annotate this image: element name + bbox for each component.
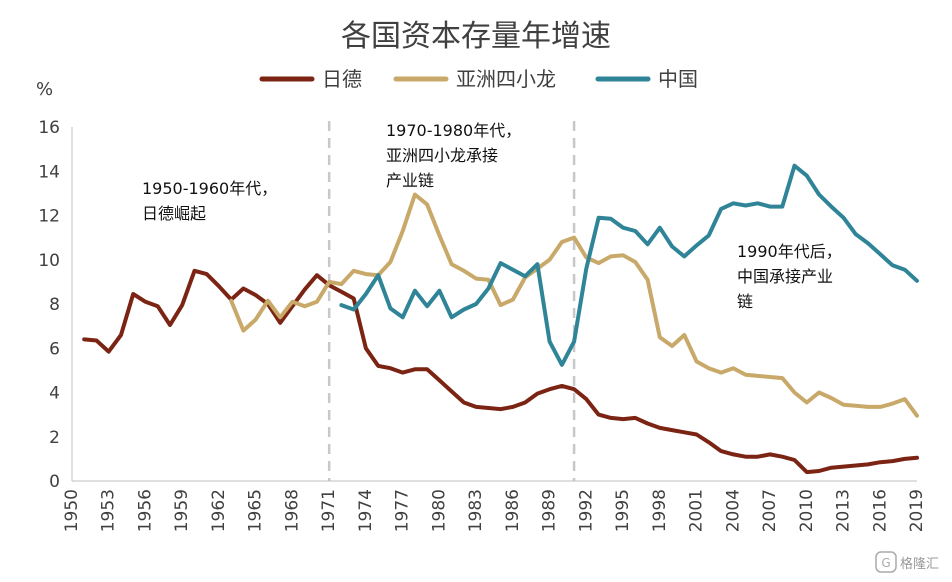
y-tick-label: 8 xyxy=(49,295,60,315)
annotation-line: 1990年代后， xyxy=(737,242,842,261)
x-tick-label: 1953 xyxy=(99,489,119,532)
annotation-line: 1970-1980年代， xyxy=(386,121,521,140)
x-tick-label: 1959 xyxy=(172,489,192,532)
annotation-line: 1950-1960年代， xyxy=(142,179,277,198)
legend-label: 亚洲四小龙 xyxy=(456,67,556,91)
annotation: 1950-1960年代， 日德崛起 xyxy=(142,179,277,223)
x-tick-label: 1977 xyxy=(393,489,413,532)
annotation-line: 日德崛起 xyxy=(142,204,206,223)
x-tick-label: 1950 xyxy=(62,489,82,532)
x-tick-label: 2004 xyxy=(723,489,743,532)
x-tick-label: 1962 xyxy=(209,489,229,532)
series-line xyxy=(82,268,919,475)
annotation-line: 中国承接产业 xyxy=(737,267,833,286)
x-tick-label: 2016 xyxy=(870,489,890,532)
x-tick-label: 1956 xyxy=(135,489,155,532)
x-tick-label: 1968 xyxy=(282,489,302,532)
y-tick-label: 16 xyxy=(38,118,60,138)
y-tick-label: 0 xyxy=(49,472,60,492)
series-lines xyxy=(82,163,919,475)
y-tick-labels: 0 2 4 6 8 10 12 14 16 xyxy=(38,118,60,492)
x-tick-label: 1989 xyxy=(540,489,560,532)
annotation-line: 亚洲四小龙承接 xyxy=(386,146,498,165)
series-line xyxy=(229,192,919,418)
legend-label: 日德 xyxy=(322,67,362,91)
y-tick-label: 6 xyxy=(49,339,60,359)
x-tick-labels: 1950 1953 1956 1959 1962 1965 1968 1971 1974 1977… xyxy=(62,489,927,532)
watermark-text: 格隆汇 xyxy=(900,556,939,572)
x-tick-label: 2001 xyxy=(687,489,707,532)
x-tick-label: 1983 xyxy=(466,489,486,532)
x-tick-label: 1986 xyxy=(503,489,523,532)
x-tick-label: 1965 xyxy=(246,489,266,532)
x-tick-label: 1980 xyxy=(429,489,449,532)
axes xyxy=(71,127,917,482)
annotation-line: 链 xyxy=(737,292,753,311)
x-tick-label: 2013 xyxy=(834,489,854,532)
y-axis-unit: % xyxy=(36,79,53,100)
reference-lines xyxy=(327,121,576,481)
x-tick-label: 1998 xyxy=(650,489,670,532)
y-tick-label: 4 xyxy=(49,384,60,404)
series-line xyxy=(339,163,919,367)
x-tick-label: 1974 xyxy=(356,489,376,532)
annotation-line: 产业链 xyxy=(386,171,434,190)
y-tick-label: 10 xyxy=(38,251,60,271)
x-tick-label: 1992 xyxy=(576,489,596,532)
x-tick-label: 1971 xyxy=(319,489,339,532)
x-tick-label: 2007 xyxy=(760,489,780,532)
legend: 日德 亚洲四小龙 中国 xyxy=(259,67,698,91)
x-tick-label: 2019 xyxy=(907,489,927,532)
legend-label: 中国 xyxy=(658,67,698,91)
x-tick-label: 1995 xyxy=(613,489,633,532)
x-tick-label: 2010 xyxy=(797,489,817,532)
annotations: 1950-1960年代，日德崛起1970-1980年代，亚洲四小龙承接产业链19… xyxy=(142,121,842,311)
y-tick-label: 14 xyxy=(38,162,60,182)
watermark-logo-glyph: G xyxy=(881,556,890,570)
y-tick-label: 12 xyxy=(38,207,60,227)
watermark-logo-icon xyxy=(875,551,897,573)
y-tick-label: 2 xyxy=(49,428,60,448)
chart-title: 各国资本存量年增速 xyxy=(341,19,611,54)
watermark: G 格隆汇 xyxy=(875,551,939,573)
